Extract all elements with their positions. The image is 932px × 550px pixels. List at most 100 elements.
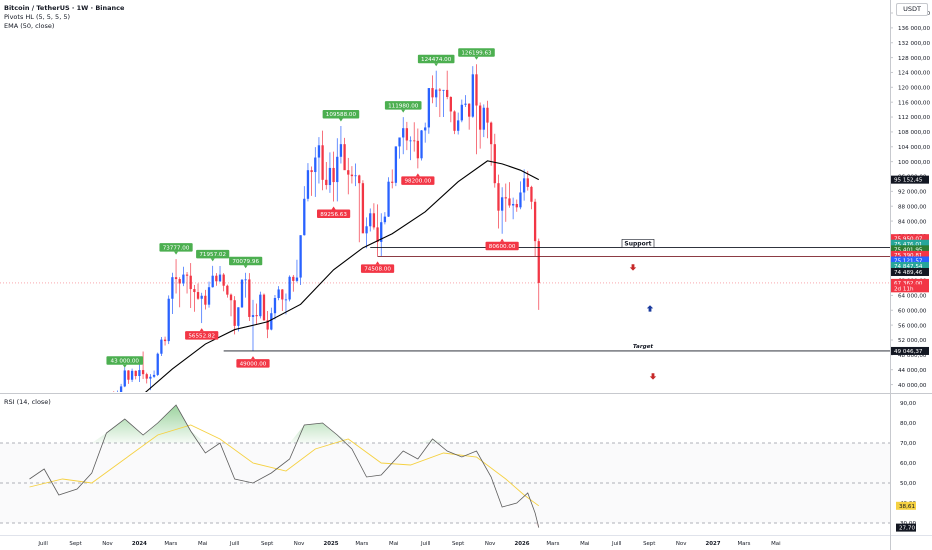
- candle: [167, 295, 170, 345]
- candle: [189, 263, 192, 309]
- price-badge: 95 152,45: [891, 175, 929, 184]
- candle: [141, 351, 145, 379]
- pivot-box: [384, 101, 422, 110]
- pivot-text: 98200.00: [405, 179, 432, 185]
- pivot-high-label: 71957.02: [196, 249, 230, 262]
- time-tick-label: Mars: [737, 541, 750, 547]
- price-badge-bg: [891, 250, 929, 259]
- candle-body: [237, 307, 240, 326]
- candle-body: [226, 285, 229, 295]
- rsi-overbought-fill: [29, 405, 539, 443]
- candle-body: [339, 144, 343, 157]
- candle: [442, 89, 445, 118]
- pivot-text: 43 000.00: [111, 359, 140, 365]
- candle-body: [457, 120, 460, 131]
- price-badge-bg: [891, 278, 929, 287]
- candle-body: [500, 197, 504, 211]
- pivot-high-label: 126199.63: [458, 48, 495, 60]
- price-tick-label: 88 000,00: [898, 204, 927, 210]
- arrow-up-icon: [646, 305, 654, 312]
- rsi-panel-label[interactable]: RSI (14, close): [4, 398, 51, 406]
- candle-body: [145, 374, 148, 379]
- candle: [314, 147, 317, 197]
- pivot-box: [159, 243, 193, 252]
- candle: [504, 183, 507, 222]
- candle: [277, 286, 280, 301]
- rsi-tick-label: 80,00: [900, 421, 916, 427]
- candle: [218, 266, 222, 283]
- candle-body: [365, 226, 368, 234]
- candle: [383, 212, 387, 225]
- candle: [215, 273, 218, 286]
- candle: [409, 136, 412, 161]
- price-tick-label: 56 000,00: [898, 323, 927, 329]
- time-tick-label: Mars: [546, 541, 559, 547]
- price-badge-bg: [891, 262, 929, 271]
- time-tick-label: Nov: [102, 541, 113, 547]
- pivot-box: [236, 359, 270, 368]
- time-tick-label: Nov: [485, 541, 496, 547]
- candle: [204, 289, 207, 310]
- candle: [489, 121, 493, 166]
- pivot-high-label: 111980.00: [384, 101, 422, 113]
- candle: [435, 70, 438, 108]
- rsi-badges: 38,61 27,70: [896, 501, 916, 532]
- price-tick-label: 124 000,00: [898, 71, 930, 77]
- candle: [453, 110, 456, 135]
- candle: [497, 174, 500, 229]
- time-tick-label: 2027: [706, 541, 721, 547]
- candle: [431, 75, 434, 104]
- candle-body: [460, 104, 463, 121]
- pivot-low-label: 74508.00: [360, 261, 395, 273]
- candle-body: [299, 235, 302, 278]
- candle: [424, 122, 427, 143]
- pivot-box: [196, 249, 230, 259]
- rsi-plot: [29, 404, 540, 528]
- candle: [413, 122, 416, 152]
- rsi-badge-bg: [896, 501, 916, 510]
- symbol-title[interactable]: Bitcoin / TetherUS · 1W · Binance: [4, 4, 125, 12]
- candle: [193, 284, 196, 312]
- currency-button[interactable]: USDT: [896, 3, 928, 16]
- pivot-pointer: [434, 63, 439, 67]
- candle-body: [328, 167, 332, 186]
- price-badge-bg: [891, 175, 929, 184]
- candle: [486, 100, 489, 139]
- candle-body: [295, 277, 299, 281]
- candle: [398, 137, 401, 159]
- candle: [233, 296, 236, 335]
- candle: [262, 293, 266, 321]
- candle-body: [493, 144, 496, 184]
- candle: [299, 235, 302, 285]
- candle: [500, 187, 504, 234]
- candle: [387, 177, 390, 217]
- pivot-pointer: [375, 261, 380, 265]
- pivot-pointer: [474, 56, 479, 60]
- pivot-labels: 43 000.00 73777.00 56552.82 71957.02 70079.9…: [106, 48, 519, 368]
- time-tick-label: Juill: [37, 541, 48, 547]
- candle: [119, 383, 123, 392]
- candle-body: [321, 145, 324, 180]
- time-tick-label: Juill: [229, 541, 240, 547]
- time-tick-label: Mars: [355, 541, 368, 547]
- candle: [478, 102, 482, 149]
- price-badge-text: 75 121,57: [894, 259, 923, 265]
- pivot-pointer: [122, 364, 127, 368]
- indicator-pivots-label[interactable]: Pivots HL (5, 5, 5, 5): [4, 13, 70, 21]
- candle-body: [244, 279, 247, 281]
- price-badge: 75 390,81: [891, 250, 929, 259]
- candle-body: [402, 128, 405, 138]
- pivot-box: [458, 48, 495, 57]
- indicator-ema-label[interactable]: EMA (50, close): [4, 22, 55, 30]
- pivot-text: 71957.02: [199, 252, 226, 258]
- candle: [336, 138, 339, 202]
- price-badge-text: 75 476,01: [894, 242, 923, 248]
- candle: [321, 130, 324, 191]
- candle: [211, 265, 214, 288]
- candle-body: [398, 137, 401, 147]
- candle-body: [336, 156, 339, 183]
- candle-body: [508, 198, 511, 206]
- price-tick-label: 132 000,00: [898, 41, 930, 47]
- price-tick-label: 84 000,00: [898, 219, 927, 225]
